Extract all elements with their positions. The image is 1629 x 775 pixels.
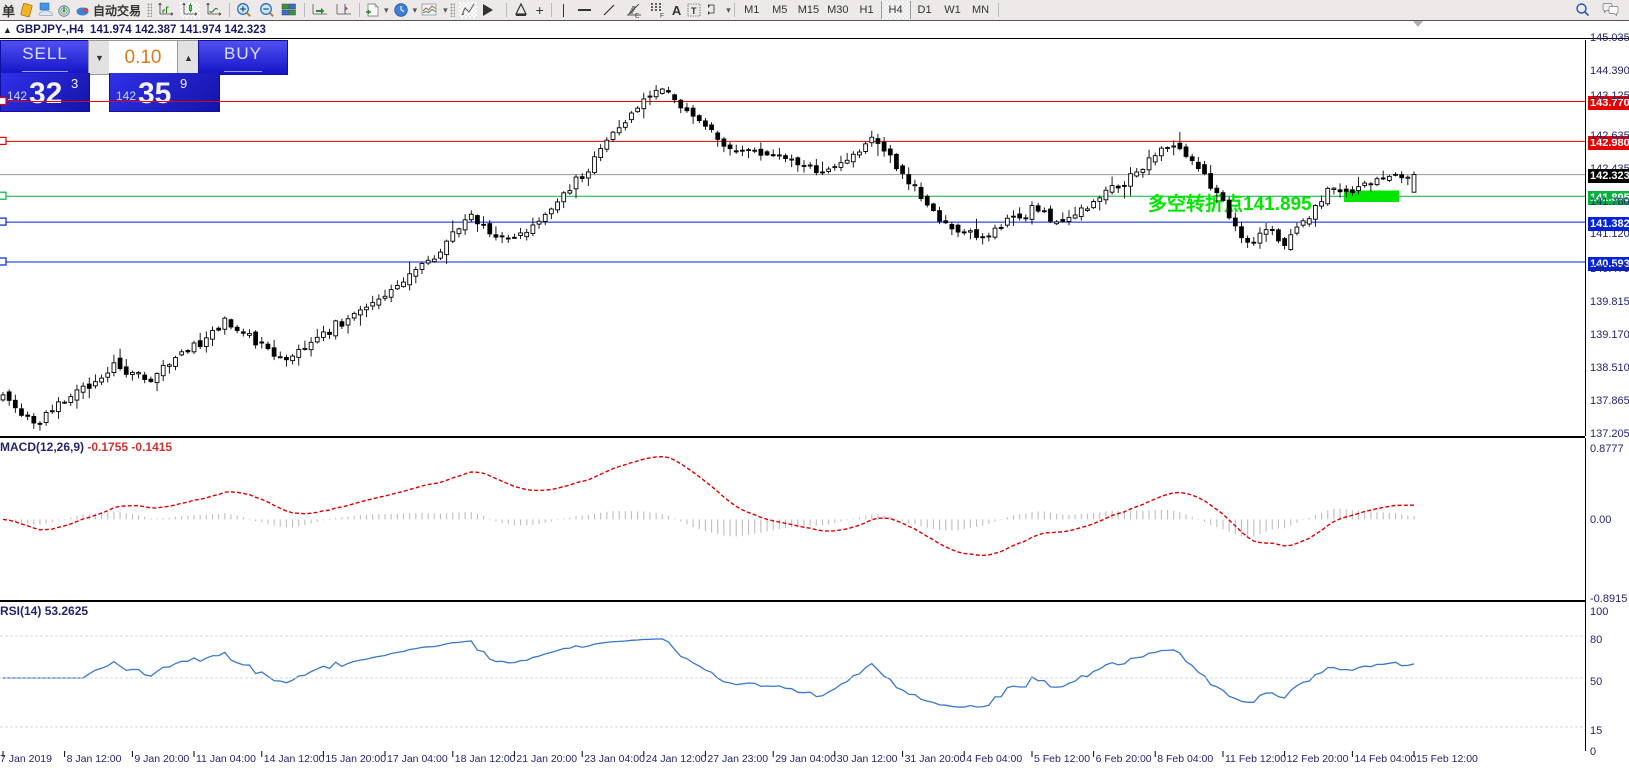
svg-text:F: F [660, 13, 664, 19]
svg-text:T: T [691, 6, 697, 16]
svg-text:E: E [635, 13, 640, 19]
